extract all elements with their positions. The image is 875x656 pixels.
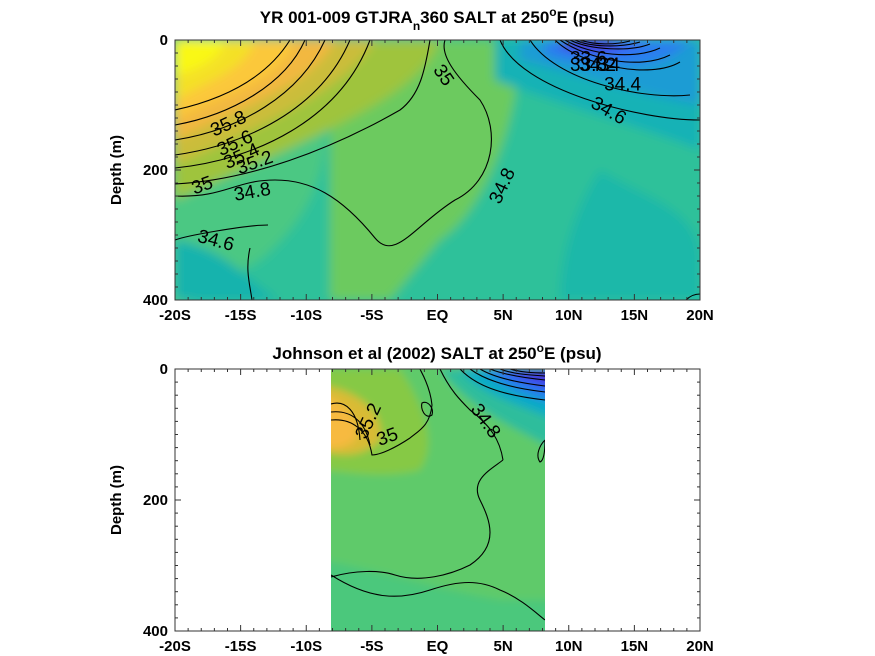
x-tick-label: 10N <box>555 638 583 655</box>
x-tick-label: -5S <box>360 638 383 655</box>
panel-bottom-title: Johnson et al (2002) SALT at 250oE (psu) <box>272 341 601 363</box>
x-tick-label: -15S <box>225 307 257 324</box>
contour-label: 34.4 <box>604 75 641 96</box>
y-axis-top: 0 200 400 <box>143 32 700 309</box>
x-axis-bottom: -20S -15S -10S -5S EQ 5N 10N 15N 20N <box>159 369 714 655</box>
x-tick-label: -20S <box>159 307 191 324</box>
contour-label: 33.6 <box>570 49 607 70</box>
salinity-field-bottom: 35.235 34.8 <box>331 369 545 631</box>
y-axis-label-bottom: Depth (m) <box>108 465 125 535</box>
x-tick-label: -5S <box>360 307 383 324</box>
salinity-field-top: 35.835.635.435.235 34.834.63534.833.633.8… <box>175 40 700 300</box>
panel-top-title: YR 001-009 GTJRAn360 SALT at 250oE (psu) <box>260 5 615 33</box>
y-tick-label: 400 <box>143 623 168 640</box>
x-tick-label: -20S <box>159 638 191 655</box>
y-tick-label: 0 <box>160 32 168 49</box>
panel-top: YR 001-009 GTJRAn360 SALT at 250oE (psu) <box>108 5 714 324</box>
x-tick-label: 20N <box>686 307 714 324</box>
x-tick-label: EQ <box>427 638 449 655</box>
contour-label: 33.8 <box>570 55 607 76</box>
panel-bottom: Johnson et al (2002) SALT at 250oE (psu) <box>108 341 714 655</box>
contour-label: 34 <box>599 55 621 76</box>
y-tick-label: 200 <box>143 492 168 509</box>
x-tick-label: 10N <box>555 307 583 324</box>
y-axis-label-top: Depth (m) <box>108 135 125 205</box>
y-tick-label: 0 <box>160 361 168 378</box>
x-axis-top: -20S -15S -10S -5S EQ 5N 10N 15N 20N <box>159 40 714 324</box>
x-tick-label: EQ <box>427 307 449 324</box>
x-tick-label: -10S <box>290 307 322 324</box>
x-tick-label: 15N <box>621 638 649 655</box>
contour-label: 34.2 <box>579 55 616 76</box>
x-tick-label: 5N <box>494 307 513 324</box>
x-tick-label: 20N <box>686 638 714 655</box>
y-axis-bottom: 0 200 400 <box>143 361 700 640</box>
x-tick-label: -15S <box>225 638 257 655</box>
contour-lines-top <box>175 40 700 300</box>
y-tick-label: 400 <box>143 292 168 309</box>
y-tick-label: 200 <box>143 162 168 179</box>
x-tick-label: 5N <box>494 638 513 655</box>
contour-lines-bottom <box>331 369 545 621</box>
x-tick-label: 15N <box>621 307 649 324</box>
x-tick-label: -10S <box>290 638 322 655</box>
